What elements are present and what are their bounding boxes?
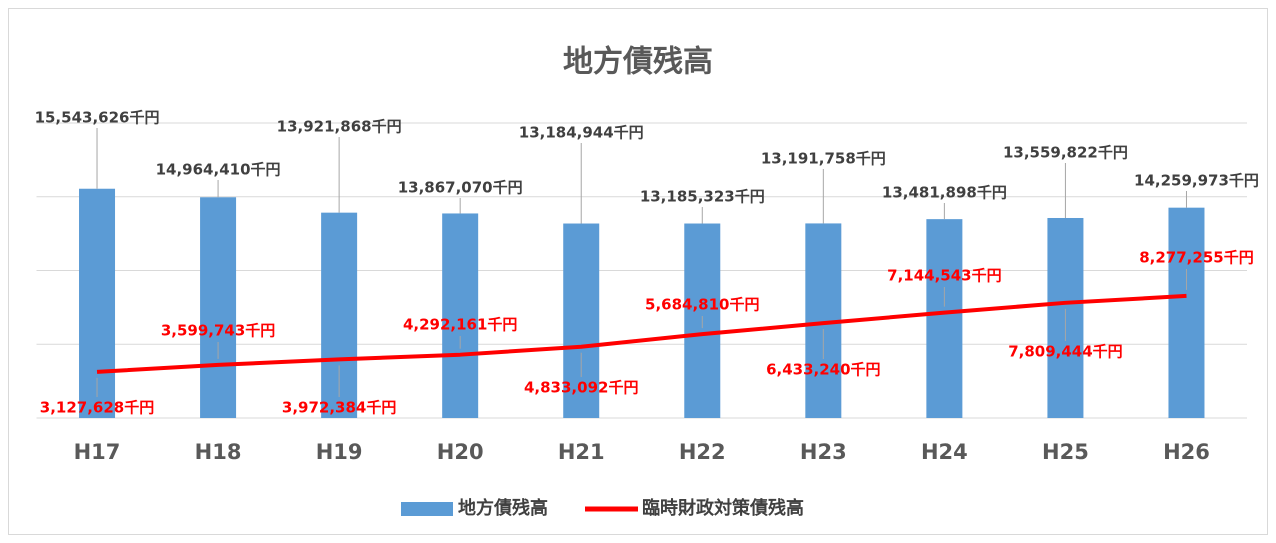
line-value-label: 3,127,628千円 [40,399,154,417]
line-value-label: 7,144,543千円 [887,267,1001,285]
bar-value-label: 14,964,410千円 [156,161,281,179]
x-tick-label: H20 [437,440,484,464]
legend-label: 地方債残高 [458,497,548,519]
line-value-label: 5,684,810千円 [645,296,759,314]
bar-value-label: 13,559,822千円 [1003,144,1128,162]
bar [200,197,237,418]
bar [1168,207,1205,418]
line-value-label: 7,809,444千円 [1008,343,1122,361]
line-value-label: 3,599,743千円 [161,322,275,340]
bar-value-label: 13,191,758千円 [761,150,886,168]
bar [442,213,479,418]
bar [563,223,600,418]
line-value-label: 4,833,092千円 [524,379,638,397]
bar-value-label: 14,259,973千円 [1134,172,1259,190]
bar-value-label: 13,185,323千円 [640,188,765,206]
line-value-label: 6,433,240千円 [766,361,880,379]
x-tick-label: H22 [679,440,726,464]
bar [926,219,963,418]
x-tick-label: H21 [558,440,605,464]
x-tick-label: H19 [316,440,363,464]
bar-value-label: 15,543,626千円 [35,109,160,127]
line-series [96,293,1187,374]
x-tick-label: H17 [74,440,121,464]
line-value-label: 3,972,384千円 [282,399,396,417]
x-tick-label: H25 [1042,440,1089,464]
line-value-label: 8,277,255千円 [1139,249,1253,267]
x-tick-label: H26 [1163,440,1210,464]
bar-value-label: 13,184,944千円 [519,124,644,142]
legend-swatch [401,502,453,516]
line-value-label: 4,292,161千円 [403,316,517,334]
bar-value-label: 13,921,868千円 [277,118,402,136]
bar-value-label: 13,867,070千円 [398,179,523,197]
legend-label: 臨時財政対策債残高 [642,497,804,519]
bar-value-label: 13,481,898千円 [882,184,1007,202]
x-tick-label: H18 [195,440,242,464]
chart-title: 地方債残高 [563,45,713,80]
x-tick-label: H23 [800,440,847,464]
x-tick-label: H24 [921,440,968,464]
